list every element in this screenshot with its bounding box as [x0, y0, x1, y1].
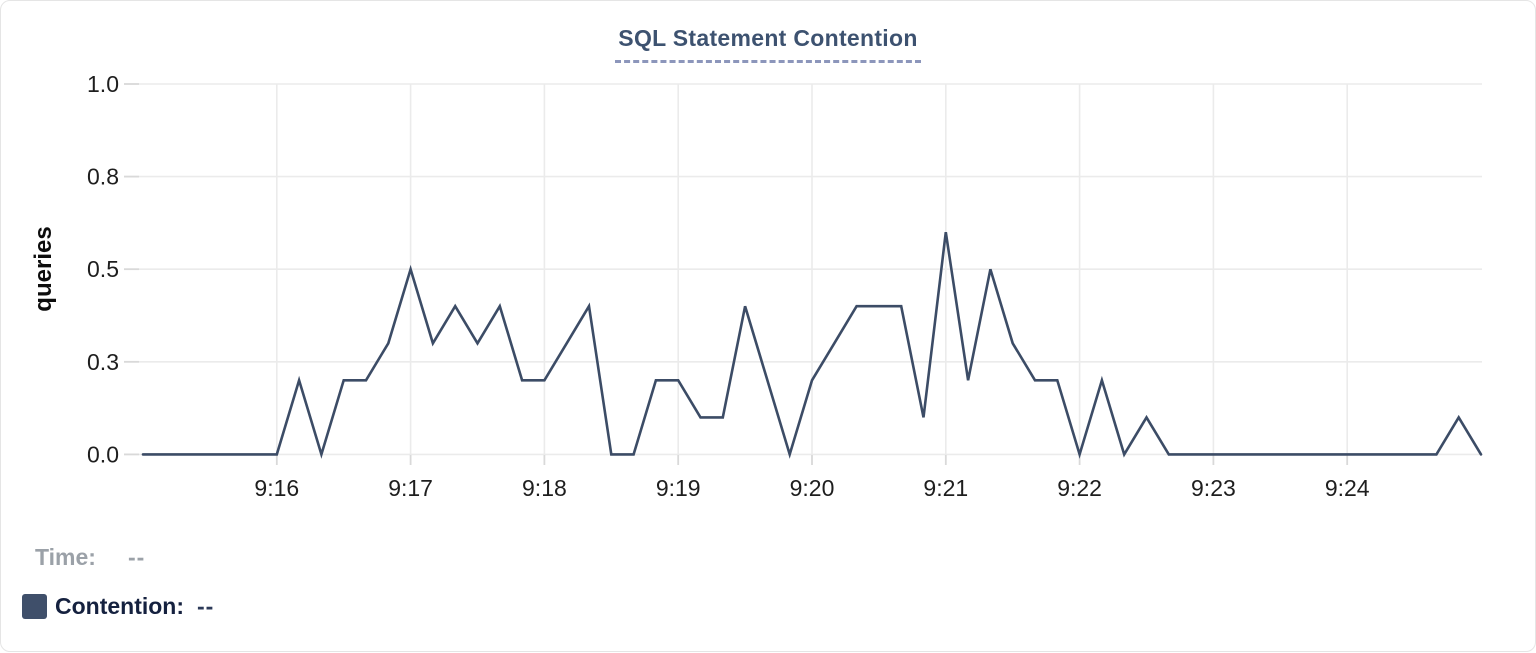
y-tick-label: 0.3 — [87, 349, 119, 375]
x-tick-label: 9:16 — [254, 475, 299, 501]
time-value: -- — [127, 543, 146, 570]
legend-contention-row: Contention: -- — [1, 591, 401, 621]
contention-series-line — [141, 232, 1483, 459]
x-tick-label: 9:22 — [1057, 475, 1102, 501]
chart-hover-area[interactable] — [143, 84, 1481, 454]
contention-value: -- — [197, 592, 215, 619]
x-tick-label: 9:24 — [1325, 475, 1370, 501]
y-tick-label: 0.5 — [87, 256, 119, 282]
y-tick-label: 0.8 — [87, 164, 119, 190]
chart-title[interactable]: SQL Statement Contention — [615, 25, 921, 63]
x-tick-label: 9:21 — [923, 475, 968, 501]
x-tick-label: 9:20 — [790, 475, 835, 501]
chart-header: SQL Statement Contention — [1, 25, 1535, 63]
x-tick-label: 9:18 — [522, 475, 567, 501]
y-tick-label: 1.0 — [87, 71, 119, 97]
x-tick-label: 9:19 — [656, 475, 701, 501]
contention-label: Contention: — [55, 592, 185, 619]
time-label: Time: — [35, 543, 96, 570]
x-tick-label: 9:23 — [1191, 475, 1236, 501]
chart-legend: Time: -- Contention: -- — [1, 542, 401, 621]
y-axis-title: queries — [30, 226, 57, 311]
x-tick-label: 9:17 — [388, 475, 433, 501]
y-tick-label: 0.0 — [87, 441, 119, 467]
legend-time-row: Time: -- — [1, 542, 401, 572]
contention-series-swatch — [22, 593, 47, 619]
